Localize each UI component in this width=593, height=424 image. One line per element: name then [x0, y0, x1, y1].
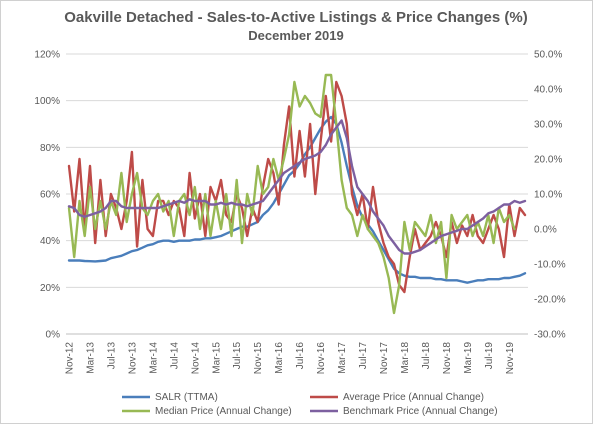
x-tick-label: Mar-16	[274, 342, 285, 374]
x-tick-label: Mar-19	[463, 342, 474, 374]
x-tick-label: Jul-19	[484, 342, 495, 370]
x-tick-label: Mar-14	[148, 342, 159, 374]
x-tick-label: Nov-12	[65, 342, 76, 375]
legend: SALR (TTMA) Average Price (Annual Change)…	[122, 392, 498, 417]
right-tick-label: 10.0%	[534, 190, 562, 201]
x-tick-label: Mar-13	[86, 342, 97, 374]
x-tick-label: Nov-17	[379, 342, 390, 375]
right-tick-label: 30.0%	[534, 120, 562, 131]
x-tick-label: Nov-15	[253, 342, 264, 375]
left-tick-label: 40%	[40, 236, 60, 247]
legend-label: SALR (TTMA)	[155, 392, 218, 403]
legend-label: Median Price (Annual Change)	[155, 406, 292, 417]
x-tick-label: Mar-17	[337, 342, 348, 374]
series-line-1	[67, 80, 527, 294]
right-tick-label: -30.0%	[534, 330, 566, 341]
legend-label: Benchmark Price (Annual Change)	[343, 406, 498, 417]
right-tick-label: 40.0%	[534, 85, 562, 96]
x-tick-label: Nov-18	[442, 342, 453, 375]
x-tick-label: Jul-15	[232, 342, 243, 370]
left-tick-label: 0%	[46, 330, 61, 341]
x-tick-label: Nov-14	[190, 342, 201, 375]
left-axis-ticks: 0% 20% 40% 60% 80% 100% 120%	[34, 50, 60, 341]
right-axis-ticks: -30.0% -20.0% -10.0% 0.0% 10.0% 20.0% 30.0% 40.…	[534, 50, 566, 341]
chart-subtitle: December 2019	[248, 28, 343, 43]
x-tick-label: Nov-16	[316, 342, 327, 375]
right-tick-label: -20.0%	[534, 295, 566, 306]
right-tick-label: 20.0%	[534, 155, 562, 166]
x-tick-label: Jul-18	[421, 342, 432, 370]
legend-label: Average Price (Annual Change)	[343, 392, 484, 403]
x-axis-ticks: Nov-12 Mar-13 Jul-13 Nov-13 Mar-14 Jul-14 Nov-…	[65, 342, 516, 375]
x-tick-label: Mar-15	[211, 342, 222, 374]
left-tick-label: 120%	[34, 50, 60, 61]
left-tick-label: 60%	[40, 190, 60, 201]
x-tick-label: Jul-13	[106, 342, 117, 370]
left-tick-label: 20%	[40, 283, 60, 294]
series-line-0	[67, 115, 527, 284]
x-tick-label: Nov-13	[127, 342, 138, 375]
series-lines	[67, 73, 527, 315]
series-line-3	[67, 119, 527, 255]
x-tick-label: Jul-17	[358, 342, 369, 370]
right-tick-label: 50.0%	[534, 50, 562, 61]
left-tick-label: 100%	[34, 96, 60, 107]
x-tick-label: Nov-19	[505, 342, 516, 375]
x-tick-label: Jul-16	[295, 342, 306, 370]
chart-title: Oakville Detached - Sales-to-Active List…	[64, 9, 527, 26]
x-tick-label: Mar-18	[400, 342, 411, 374]
left-tick-label: 80%	[40, 143, 60, 154]
right-tick-label: 0.0%	[534, 225, 557, 236]
x-tick-label: Jul-14	[169, 342, 180, 370]
right-tick-label: -10.0%	[534, 260, 566, 271]
